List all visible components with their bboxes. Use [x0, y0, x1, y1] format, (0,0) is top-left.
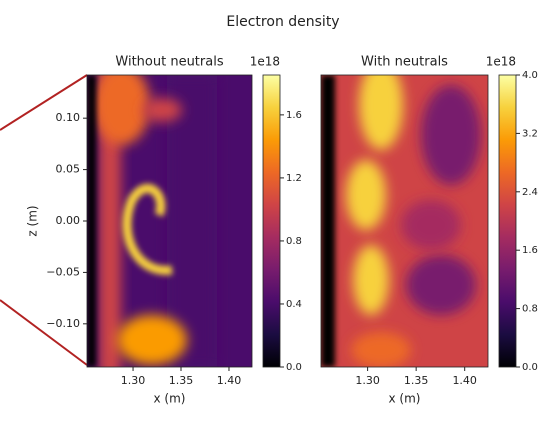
- zoom-line: [0, 299, 88, 366]
- y-axis-label: z (m): [26, 205, 40, 236]
- y-tick-label: 0.00: [56, 214, 81, 227]
- heatmap-patch: [87, 75, 96, 367]
- heatmap-patch: [353, 245, 389, 315]
- x-tick-label: 1.40: [452, 374, 477, 387]
- heatmap-patch: [99, 75, 121, 367]
- heatmap-patch: [401, 200, 461, 250]
- colorbar-tick-label: 1.6: [286, 110, 302, 121]
- colorbar-tick-label: 0.0: [286, 362, 302, 373]
- heatmap-patch: [117, 315, 187, 365]
- heatmap-patch: [321, 75, 335, 367]
- subplot-title: With neutrals: [361, 55, 448, 70]
- x-axis-label: x (m): [389, 392, 421, 406]
- heatmap-patch: [142, 98, 182, 122]
- heatmap-patch: [167, 75, 217, 367]
- colorbar: [262, 74, 281, 368]
- y-tick-label: −0.05: [46, 265, 80, 278]
- x-tick-label: 1.35: [404, 374, 429, 387]
- colorbar-tick-label: 0.4: [286, 299, 302, 310]
- colorbar-tick-label: 0.8: [286, 236, 302, 247]
- heatmap-patch: [421, 85, 481, 185]
- colorbar-tick-label: 3.2: [522, 128, 538, 139]
- y-tick-label: 0.10: [56, 111, 81, 124]
- colorbar-tick-label: 2.4: [522, 187, 538, 198]
- heatmap-swirl: [122, 183, 173, 275]
- x-tick-label: 1.35: [169, 374, 194, 387]
- colorbar-tick-label: 1.2: [286, 173, 302, 184]
- colorbar-offset: 1e18: [486, 55, 516, 69]
- heatmap-patch: [351, 332, 411, 367]
- colorbar-offset: 1e18: [250, 55, 280, 69]
- x-axis-label: x (m): [154, 392, 186, 406]
- zoom-line: [0, 74, 88, 131]
- x-tick-label: 1.30: [121, 374, 146, 387]
- heatmap-patch: [346, 160, 386, 230]
- colorbar-tick-label: 0.8: [522, 304, 538, 315]
- subplot-title: Without neutrals: [115, 55, 223, 70]
- colorbar: [498, 74, 517, 368]
- heatmap-patch: [406, 255, 476, 315]
- colorbar-tick-label: 0.0: [522, 362, 538, 373]
- y-tick-label: −0.10: [46, 317, 80, 330]
- figure-title: Electron density: [226, 14, 339, 30]
- heatmap: [321, 75, 488, 367]
- heatmap-patch: [94, 75, 150, 145]
- colorbar-tick-label: 4.0: [522, 70, 538, 81]
- heatmap: [87, 75, 252, 367]
- plot-frame: [320, 74, 489, 368]
- x-tick-label: 1.30: [355, 374, 380, 387]
- heatmap-patch: [359, 75, 403, 150]
- colorbar-tick-label: 1.6: [522, 245, 538, 256]
- y-tick-label: 0.05: [56, 163, 81, 176]
- x-tick-label: 1.40: [217, 374, 242, 387]
